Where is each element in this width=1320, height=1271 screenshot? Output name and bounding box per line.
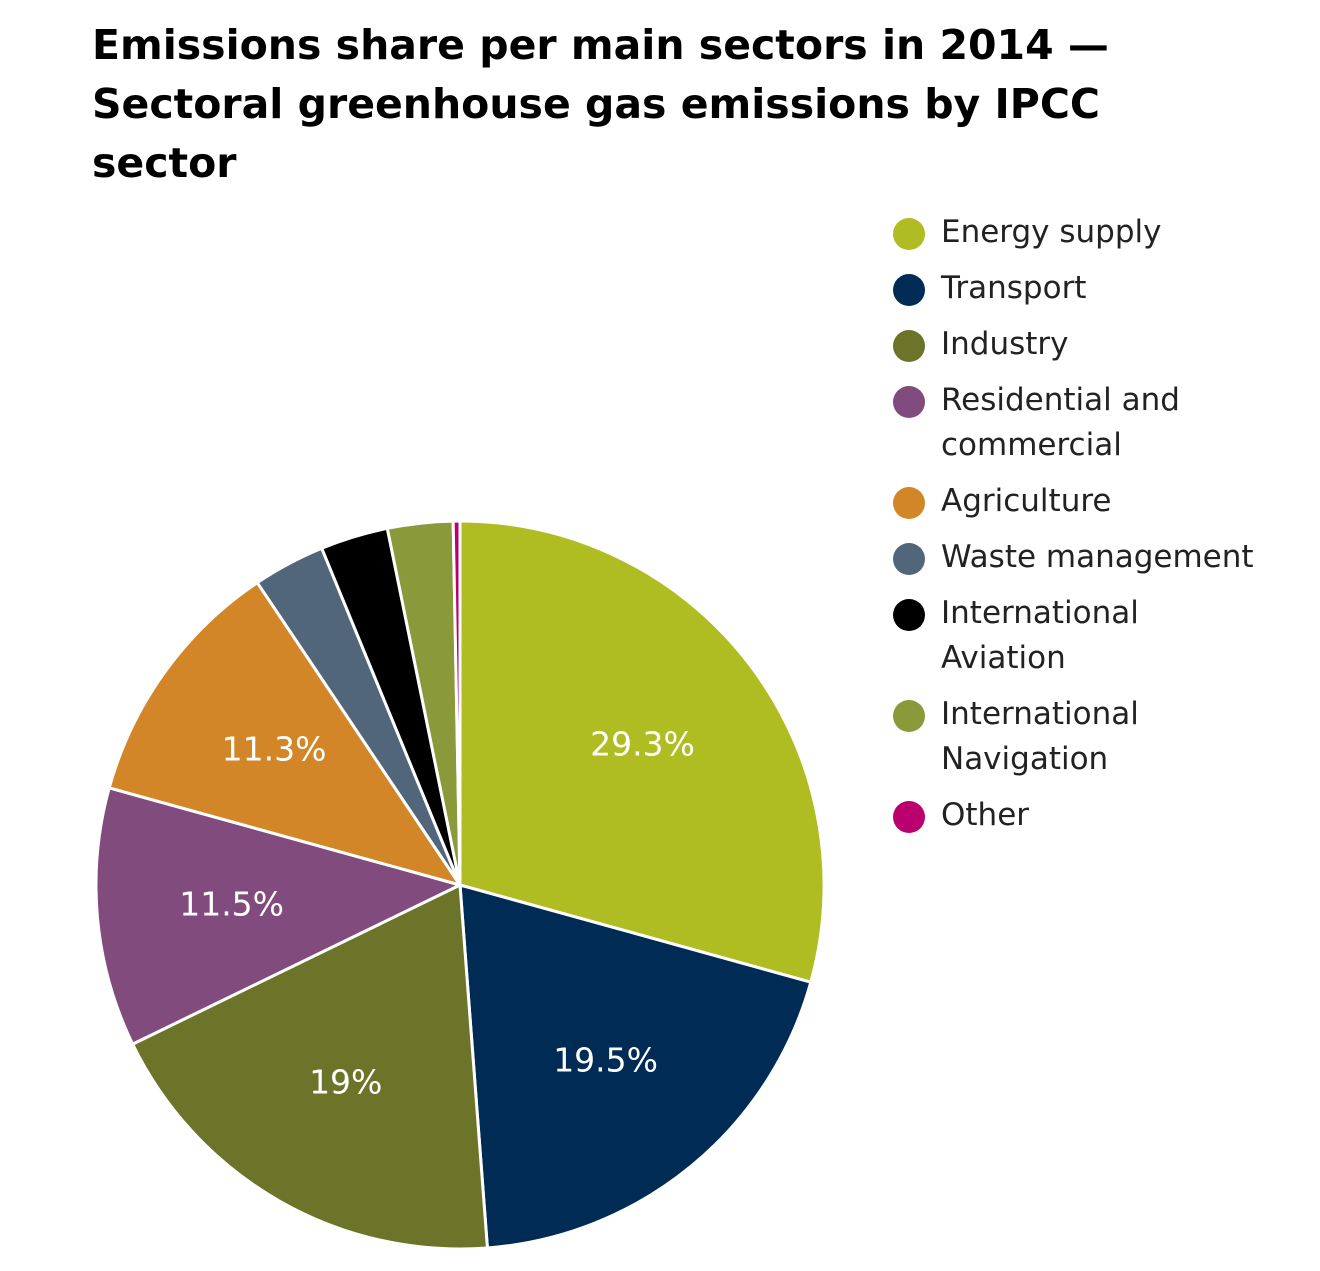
legend-label: Agriculture <box>941 483 1112 519</box>
legend-swatch-icon <box>893 487 925 519</box>
legend-label: Navigation <box>941 741 1109 777</box>
legend-item[interactable]: Other <box>893 793 1313 838</box>
legend-item[interactable]: International Aviation <box>893 591 1313 681</box>
legend-label: Industry <box>941 326 1069 362</box>
pie-slice-label: 29.3% <box>590 725 695 764</box>
legend-swatch-icon <box>893 218 925 250</box>
legend-label: Aviation <box>941 640 1066 676</box>
legend-swatch-icon <box>893 386 925 418</box>
pie-slice-label: 11.3% <box>222 729 327 768</box>
pie-slice-residential-and-commercial <box>94 786 462 1046</box>
legend-swatch-icon <box>893 274 925 306</box>
legend-label: Waste management <box>941 539 1254 575</box>
pie-slice-label: 19% <box>309 1062 382 1101</box>
legend-swatch-icon <box>893 330 925 362</box>
legend-item[interactable]: Agriculture <box>893 479 1313 524</box>
legend-swatch-icon <box>893 801 925 833</box>
pie-slice-industry <box>131 883 489 1251</box>
pie-slice-label: 19.5% <box>553 1041 658 1080</box>
chart-title-line-3: sector <box>92 139 237 187</box>
chart-legend: Energy supply Transport Industry Residentia… <box>893 210 1313 849</box>
pie-slice-transport <box>458 883 813 1250</box>
legend-label: Transport <box>941 270 1087 306</box>
pie-slice-other <box>451 519 462 887</box>
chart-title: Emissions share per main sectors in 2014… <box>92 16 1272 193</box>
legend-label: Residential and <box>941 382 1180 418</box>
legend-label: Other <box>941 797 1030 833</box>
legend-item[interactable]: Transport <box>893 266 1313 311</box>
legend-swatch-icon <box>893 599 925 631</box>
legend-label: Energy supply <box>941 214 1162 250</box>
legend-item[interactable]: Industry <box>893 322 1313 367</box>
pie-slice-label: 11.5% <box>179 884 284 923</box>
legend-label: commercial <box>941 427 1122 463</box>
pie-slice-agriculture <box>107 581 462 887</box>
chart-title-line-1: Emissions share per main sectors in 2014… <box>92 21 1109 69</box>
pie-slices <box>94 519 826 1251</box>
legend-item[interactable]: Waste management <box>893 535 1313 580</box>
legend-label: International <box>941 696 1139 732</box>
legend-swatch-icon <box>893 543 925 575</box>
legend-item[interactable]: Residential and commercial <box>893 378 1313 468</box>
legend-item[interactable]: Energy supply <box>893 210 1313 255</box>
pie-slice-labels: 29.3% 19.5% 19% 11.5% 11.3% <box>179 725 695 1102</box>
legend-item[interactable]: International Navigation <box>893 692 1313 782</box>
legend-swatch-icon <box>893 700 925 732</box>
pie-slice-energy-supply <box>458 519 826 984</box>
legend-label: International <box>941 595 1139 631</box>
chart-title-line-2: Sectoral greenhouse gas emissions by IPC… <box>92 80 1101 128</box>
